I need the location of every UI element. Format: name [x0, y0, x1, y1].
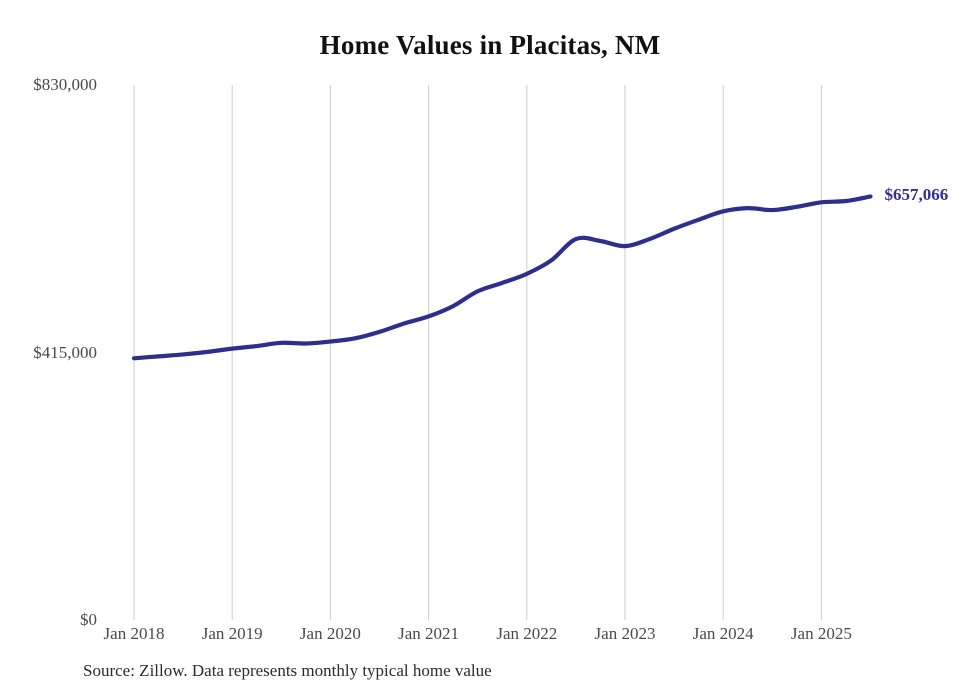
x-tick-label: Jan 2025 [790, 624, 852, 643]
series-end-value-label: $657,066 [884, 185, 949, 205]
gridlines-group [133, 85, 822, 620]
source-note: Source: Zillow. Data represents monthly … [83, 661, 492, 680]
x-tick-label: Jan 2020 [299, 624, 361, 643]
x-tick-label: Jan 2024 [692, 624, 754, 643]
y-tick-label: $0 [80, 610, 97, 629]
x-tick-label: Jan 2022 [496, 624, 558, 643]
y-tick-label: $415,000 [33, 342, 97, 362]
series-line [131, 194, 873, 361]
x-tick-label: Jan 2021 [398, 624, 460, 643]
x-tick-label: Jan 2018 [103, 624, 165, 643]
x-tick-label: Jan 2019 [201, 624, 263, 643]
y-tick-label: $830,000 [33, 75, 97, 94]
x-tick-label: Jan 2023 [594, 624, 656, 643]
series-group [131, 194, 873, 361]
chart-title: Home Values in Placitas, NM [319, 30, 661, 60]
